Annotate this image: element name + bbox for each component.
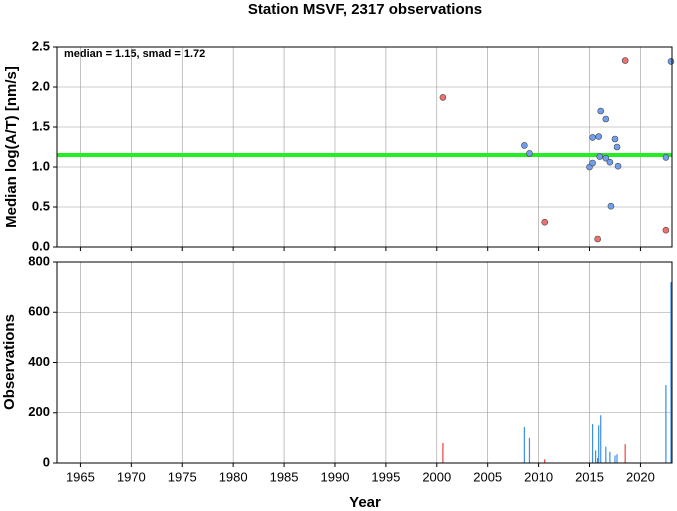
x-tick-label: 1970 <box>117 469 146 484</box>
point <box>667 58 675 65</box>
point <box>662 226 670 234</box>
point <box>613 143 621 151</box>
point <box>602 154 610 162</box>
chart-title: Station MSVF, 2317 observations <box>248 1 482 18</box>
point <box>589 159 596 167</box>
x-tick-label: 1985 <box>270 469 299 484</box>
plot-frame <box>56 261 673 464</box>
point <box>541 218 549 226</box>
y-tick-label: 800 <box>28 253 50 268</box>
point <box>607 202 615 210</box>
x-tick-label: 1980 <box>219 469 248 484</box>
x-axis-label: Year <box>349 494 381 511</box>
x-tick-label: 2005 <box>473 469 502 484</box>
plot-frame <box>56 46 673 248</box>
point <box>597 107 605 115</box>
point <box>621 57 629 64</box>
y-tick-label: 1.0 <box>32 158 50 173</box>
x-tick-label: 2010 <box>524 469 553 484</box>
y-tick-label: 2.5 <box>32 38 50 53</box>
y-axis-label: Median log(A/T) [nm/s] <box>3 66 20 228</box>
point <box>662 154 670 161</box>
y-tick-label: 400 <box>28 354 50 369</box>
y-tick-label: 2.0 <box>32 78 50 93</box>
annotation: median = 1.15, smad = 1.72 <box>64 48 205 60</box>
point <box>595 133 602 140</box>
y-axis-label: Observations <box>1 314 18 410</box>
point <box>439 94 447 101</box>
x-tick-label: 1975 <box>168 469 197 484</box>
point <box>594 235 601 243</box>
point <box>606 158 614 166</box>
x-tick-label: 2015 <box>575 469 604 484</box>
y-tick-label: 1.5 <box>32 118 50 133</box>
y-tick-label: 0.5 <box>32 198 50 213</box>
x-tick-label: 2020 <box>626 469 655 484</box>
point <box>611 135 619 143</box>
y-tick-label: 200 <box>28 404 50 419</box>
x-tick-label: 2000 <box>422 469 451 484</box>
y-tick-label: 0.0 <box>32 238 50 253</box>
point <box>602 115 610 123</box>
x-tick-label: 1995 <box>371 469 400 484</box>
point <box>526 150 533 157</box>
x-tick-label: 1965 <box>66 469 95 484</box>
y-tick-label: 600 <box>28 304 50 319</box>
x-tick-label: 1990 <box>321 469 350 484</box>
point <box>521 142 528 149</box>
point <box>614 162 622 170</box>
y-tick-label: 0 <box>43 454 50 469</box>
point <box>596 153 604 160</box>
point <box>589 134 596 141</box>
